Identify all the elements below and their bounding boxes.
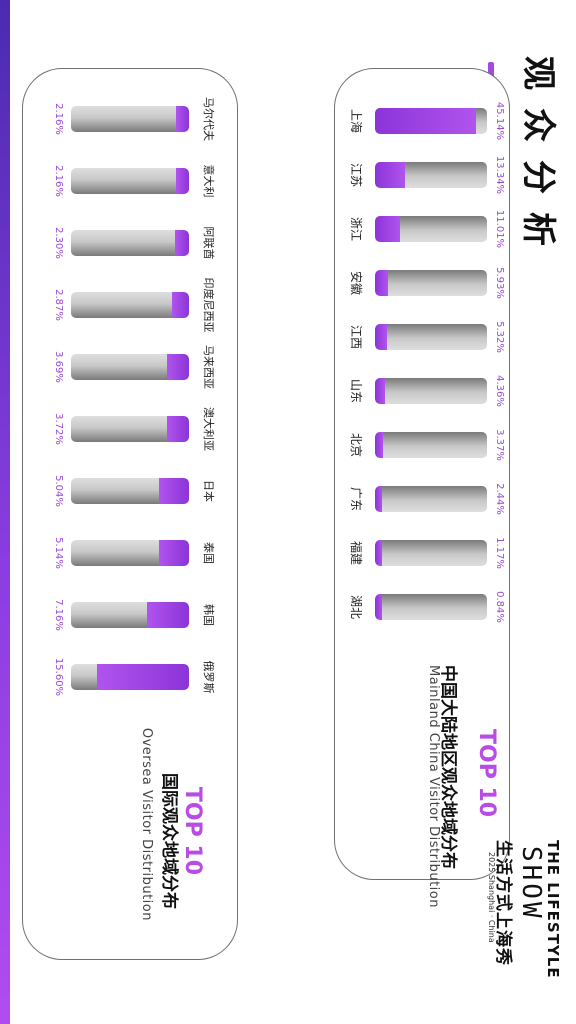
overseas-bar-track	[71, 230, 189, 256]
mainland-bar-fill	[375, 594, 382, 620]
overseas-english-subtitle: Oversea Visitor Distribution	[139, 727, 154, 921]
mainland-bar-fill	[375, 162, 405, 188]
overseas-bar-track	[71, 106, 189, 132]
overseas-bar-fill	[96, 664, 189, 690]
mainland-bar-fill	[375, 270, 389, 296]
overseas-value-label: 2.30%	[53, 227, 64, 259]
overseas-value-label: 5.04%	[53, 475, 64, 507]
mainland-value-label: 1.17%	[494, 537, 505, 569]
overseas-bar-fill	[176, 168, 189, 194]
mainland-distribution-card: 上海 45.14% 江苏 13.34% 浙江 11.01% 安徽 5.93% 江西 5.32% 山东…	[334, 68, 510, 908]
mainland-chinese-subtitle: 中国大陆地区观众地域分布	[438, 665, 458, 869]
logo-subtitle: 2025 Shanghai · China	[487, 852, 496, 943]
mainland-bar-fill	[375, 540, 382, 566]
overseas-chinese-subtitle: 国际观众地域分布	[159, 773, 179, 909]
overseas-bar-fill	[158, 540, 189, 566]
mainland-bar-track	[375, 270, 487, 296]
mainland-bar-track	[375, 540, 487, 566]
overseas-value-label: 2.87%	[53, 289, 64, 321]
overseas-value-label: 15.60%	[53, 657, 64, 697]
mainland-bar-fill	[375, 108, 477, 134]
overseas-value-label: 2.16%	[53, 103, 64, 135]
overseas-value-label: 3.72%	[53, 413, 64, 445]
logo-show-wordmark: SHOW	[516, 846, 546, 921]
overseas-bar-track	[71, 416, 189, 442]
mainland-category-label: 湖北	[349, 594, 363, 619]
mainland-bar-track	[375, 162, 487, 188]
overseas-value-label: 7.16%	[53, 599, 64, 631]
mainland-value-label: 0.84%	[494, 591, 505, 623]
mainland-bar-track	[375, 594, 487, 620]
mainland-value-label: 3.37%	[494, 429, 505, 461]
mainland-bar-track	[375, 108, 487, 134]
overseas-bar-fill	[167, 354, 189, 380]
mainland-bar-track	[375, 324, 487, 350]
page-title: 观众分析	[518, 56, 558, 264]
mainland-bar-fill	[375, 324, 387, 350]
overseas-bar-track	[71, 354, 189, 380]
mainland-top10-heading: TOP 10	[474, 729, 499, 818]
overseas-category-label: 马尔代夫	[202, 97, 215, 141]
overseas-bar-track	[71, 664, 189, 690]
mainland-value-label: 5.93%	[494, 267, 505, 299]
overseas-bar-fill	[167, 416, 189, 442]
overseas-bar-track	[71, 540, 189, 566]
overseas-bar-fill	[176, 106, 189, 132]
mainland-value-label: 13.34%	[494, 155, 505, 195]
logo-chinese-text: 生活方式上海秀	[493, 840, 513, 966]
overseas-bar-track	[71, 478, 189, 504]
mainland-value-label: 45.14%	[494, 101, 505, 141]
mainland-english-subtitle: Mainland China Visitor Distribution	[426, 665, 441, 908]
mainland-value-label: 4.36%	[494, 375, 505, 407]
left-accent-strip	[0, 0, 10, 1024]
mainland-value-label: 2.44%	[494, 483, 505, 515]
mainland-bar-fill	[375, 486, 382, 512]
overseas-distribution-card: TOP 10 国际观众地域分布 Oversea Visitor Distribu…	[22, 68, 238, 960]
mainland-bar-fill	[375, 378, 385, 404]
overseas-bar-fill	[175, 230, 189, 256]
overseas-bar-fill	[146, 602, 189, 628]
mainland-bar-fill	[375, 216, 400, 242]
mainland-bar-track	[375, 486, 487, 512]
overseas-value-label: 3.69%	[53, 351, 64, 383]
mainland-bar-fill	[375, 432, 383, 458]
overseas-bar-track	[71, 292, 189, 318]
mainland-bar-track	[375, 432, 487, 458]
logo-english-text: THE LIFESTYLE	[544, 840, 562, 979]
overseas-bar-fill	[159, 478, 189, 504]
mainland-value-label: 5.32%	[494, 321, 505, 353]
overseas-bar-track	[71, 168, 189, 194]
overseas-bar-track	[71, 602, 189, 628]
mainland-value-label: 11.01%	[494, 209, 505, 249]
overseas-bar-fill	[172, 292, 189, 318]
overseas-value-label: 2.16%	[53, 165, 64, 197]
mainland-bar-track	[375, 378, 487, 404]
overseas-value-label: 5.14%	[53, 537, 64, 569]
mainland-bar-track	[375, 216, 487, 242]
